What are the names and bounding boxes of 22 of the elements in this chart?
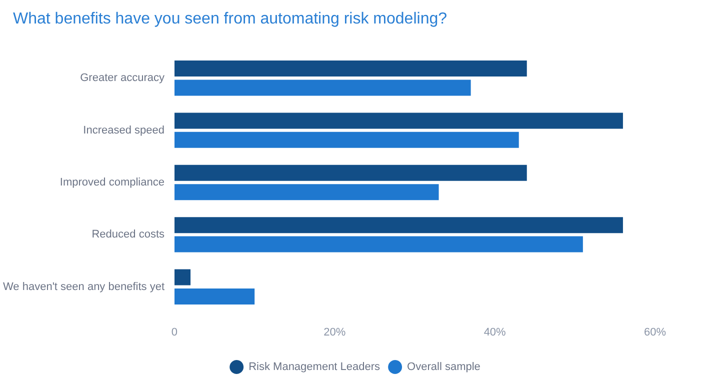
bar [174, 60, 527, 76]
bar [174, 269, 191, 286]
y-tick-label: Greater accuracy [80, 72, 165, 84]
bar [174, 112, 623, 129]
bar [174, 236, 583, 252]
y-tick-label: Improved compliance [60, 176, 164, 188]
y-tick-label: Increased speed [83, 124, 164, 136]
x-tick-label: 20% [324, 326, 346, 338]
legend-label: Risk Management Leaders [248, 361, 381, 373]
bar [174, 288, 255, 304]
legend-label: Overall sample [407, 361, 480, 373]
x-tick-label: 60% [644, 326, 666, 338]
bar [174, 217, 623, 234]
x-tick-label: 0 [171, 326, 178, 338]
x-tick-label: 40% [484, 326, 506, 338]
bar [174, 164, 527, 181]
bar [174, 80, 471, 96]
chart-title: What benefits have you seen from automating risk modeling? [13, 10, 448, 28]
y-tick-label: Reduced costs [92, 228, 165, 241]
bar [174, 132, 519, 148]
bar [174, 184, 439, 200]
y-tick-label: We haven't seen any benefits yet [3, 280, 164, 293]
